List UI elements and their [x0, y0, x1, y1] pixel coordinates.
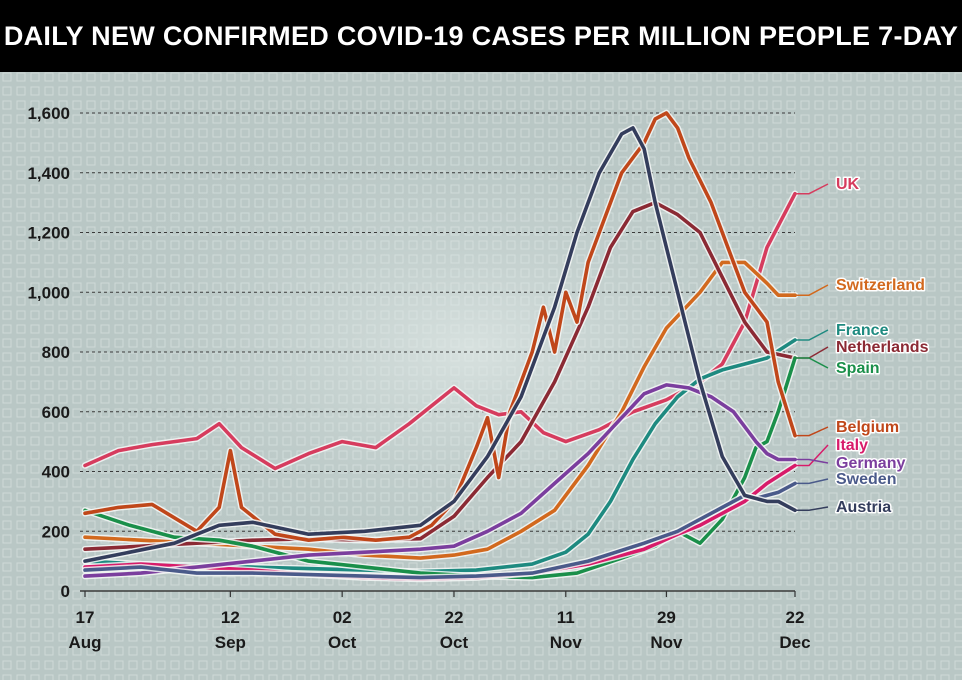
series-line-switzerland — [83, 260, 797, 560]
series-label-germany: Germany — [836, 455, 905, 472]
series-lines — [81, 109, 799, 583]
series-line-germany — [83, 383, 797, 578]
series-label-spain: Spain — [836, 360, 880, 377]
y-tick-label: 1,200 — [27, 224, 70, 243]
y-tick-label: 600 — [42, 403, 70, 422]
series-label-belgium: Belgium — [836, 419, 899, 436]
series-label-italy: Italy — [836, 437, 868, 454]
x-tick-day-label: 17 — [76, 608, 95, 627]
label-connector-austria — [795, 506, 829, 512]
series-label-france: France — [836, 322, 889, 339]
label-connector-switzerland — [795, 284, 829, 296]
y-tick-label: 800 — [42, 343, 70, 362]
x-tick-day-label: 22 — [786, 608, 805, 627]
pixel-texture — [0, 72, 962, 680]
label-connector-uk — [795, 183, 829, 195]
series-label-sweden: Sweden — [836, 471, 896, 488]
label-connector-germany — [795, 458, 829, 464]
label-connector-belgium — [795, 426, 829, 437]
series-label-austria: Austria — [836, 499, 891, 516]
label-connector-spain — [795, 357, 829, 369]
y-axis-tick-labels: 0 200 400 600 800 1,000 1,200 1,400 1,600 — [27, 104, 70, 601]
chart-title: DAILY NEW CONFIRMED COVID-19 CASES PER M… — [0, 0, 962, 123]
x-tick-month-label: Oct — [440, 633, 469, 652]
x-axis-tick-labels: 17 Aug 12 Sep 02 Oct 22 Oct 11 Nov 29 Nov 22 Dec — [68, 591, 811, 652]
x-tick-day-label: 29 — [657, 608, 676, 627]
y-tick-label: 1,400 — [27, 164, 70, 183]
x-tick-month-label: Aug — [68, 633, 101, 652]
series-label-uk: UK — [836, 176, 860, 193]
label-connector-france — [795, 329, 829, 341]
x-tick-month-label: Dec — [779, 633, 810, 652]
label-connector-sweden — [795, 478, 829, 485]
y-tick-label: 200 — [42, 522, 70, 541]
series-line-netherlands — [83, 200, 797, 552]
series-label-switzerland: Switzerland — [836, 277, 925, 294]
x-tick-month-label: Oct — [328, 633, 357, 652]
series-line-spain — [83, 356, 797, 580]
series-label-netherlands: Netherlands — [836, 339, 929, 356]
y-tick-label: 0 — [61, 582, 70, 601]
x-tick-month-label: Nov — [650, 633, 683, 652]
x-tick-day-label: 11 — [557, 608, 575, 627]
series-line-france — [83, 338, 797, 574]
label-connector-italy — [795, 444, 829, 467]
x-tick-month-label: Sep — [215, 633, 246, 652]
x-tick-day-label: 02 — [333, 608, 352, 627]
y-tick-label: 400 — [42, 463, 70, 482]
x-tick-day-label: 12 — [221, 608, 240, 627]
x-tick-day-label: 22 — [445, 608, 464, 627]
series-line-austria — [83, 126, 797, 563]
y-tick-label: 1,600 — [27, 104, 70, 123]
y-tick-label: 1,000 — [27, 283, 70, 302]
x-tick-month-label: Nov — [550, 633, 583, 652]
